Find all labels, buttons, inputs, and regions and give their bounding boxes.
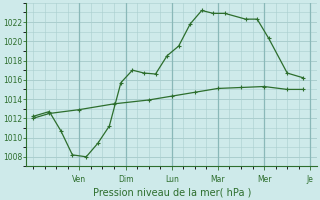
X-axis label: Pression niveau de la mer( hPa ): Pression niveau de la mer( hPa ) <box>92 187 251 197</box>
